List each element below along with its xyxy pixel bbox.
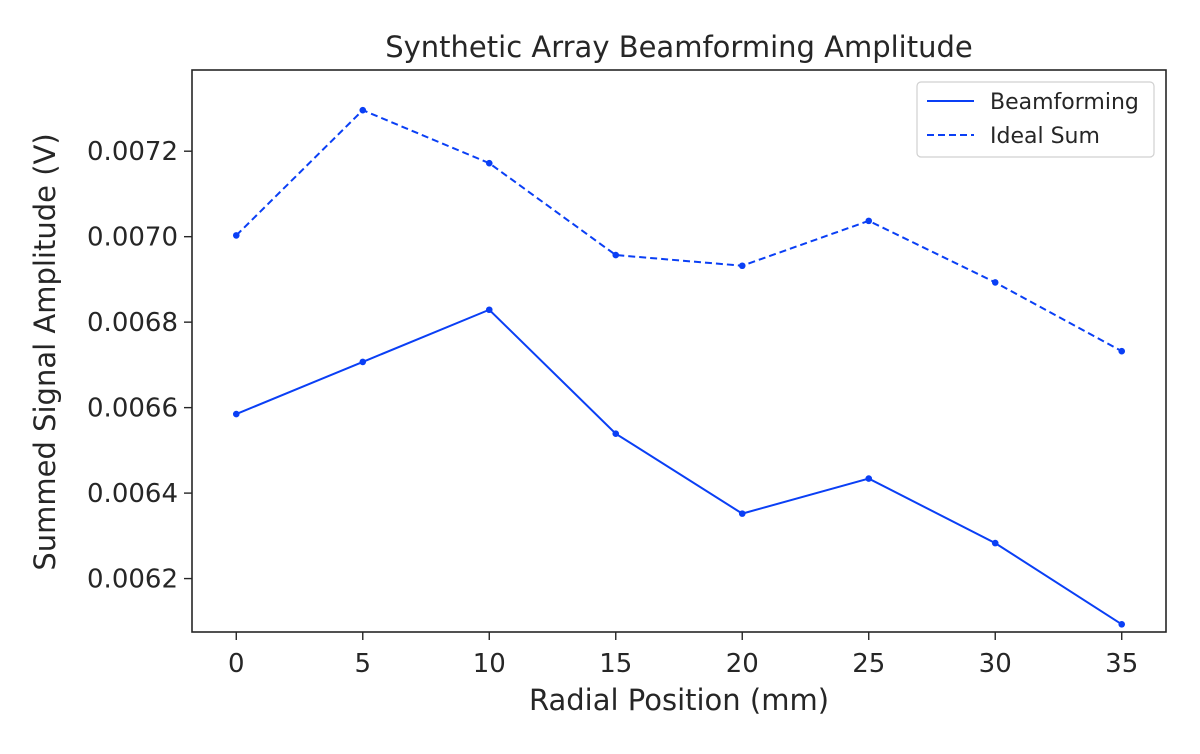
series-point-1 [232, 410, 240, 418]
legend-label-2: Ideal Sum [990, 124, 1100, 149]
y-tick-label: 0.0066 [87, 394, 178, 424]
x-tick-label: 25 [852, 649, 885, 679]
series-point-1 [865, 475, 873, 482]
series-line-2 [235, 108, 1123, 353]
y-tick-label: 0.0068 [87, 308, 178, 338]
chart-title: Synthetic Array Beamforming Amplitude [385, 30, 973, 64]
legend-box [916, 81, 1155, 158]
series-point-2 [612, 251, 620, 259]
y-tick-label: 0.0062 [87, 565, 178, 595]
y-axis-label: Summed Signal Amplitude (V) [28, 133, 62, 570]
series-point-2 [359, 106, 367, 114]
series-point-2 [485, 159, 493, 167]
y-tick-label: 0.0064 [87, 479, 178, 509]
series-point-2 [232, 232, 240, 239]
y-tick-label: 0.0072 [87, 137, 178, 167]
series-point-1 [612, 430, 620, 437]
series-point-1 [359, 358, 367, 366]
x-tick-label: 10 [473, 649, 506, 679]
x-tick-label: 35 [1105, 649, 1138, 679]
series-point-2 [865, 217, 873, 225]
x-tick-label: 30 [979, 649, 1012, 679]
legend-label-1: Beamforming [990, 90, 1139, 115]
x-tick-label: 20 [726, 649, 759, 679]
series-point-1 [738, 510, 746, 517]
series-point-2 [738, 262, 746, 270]
series-point-2 [991, 279, 999, 286]
series-line-1 [235, 308, 1123, 626]
x-tick-label: 0 [228, 649, 245, 679]
y-tick-label: 0.0070 [87, 223, 178, 253]
plot-frame [191, 69, 1167, 633]
series-point-1 [485, 306, 493, 314]
series-point-1 [1118, 621, 1126, 628]
plot-area: 0 5 10 15 20 25 30 35 0.0062 0.0064 0.0066 0.0068 0.… [87, 69, 1167, 679]
series-point-2 [1118, 347, 1126, 355]
series-point-1 [991, 539, 999, 547]
x-axis-label: Radial Position (mm) [529, 683, 829, 717]
x-tick-label: 5 [354, 649, 371, 679]
x-tick-label: 15 [599, 649, 632, 679]
